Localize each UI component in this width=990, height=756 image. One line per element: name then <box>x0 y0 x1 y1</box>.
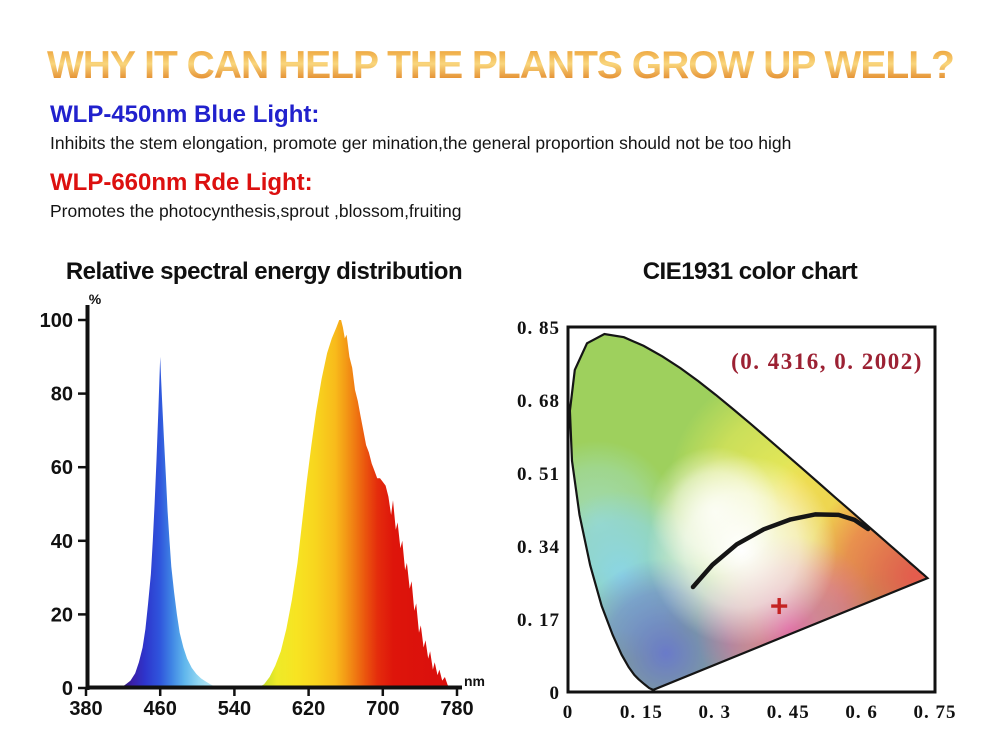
y-tick-label: 100 <box>40 310 73 332</box>
x-tick-label: 380 <box>69 698 102 720</box>
cie-x-tick-label: 0. 75 <box>914 702 957 723</box>
x-tick-label: 540 <box>218 698 251 720</box>
x-tick-label: 780 <box>440 698 473 720</box>
red-light-heading: WLP-660nm Rde Light: <box>50 169 313 196</box>
cie-y-tick-label: 0. 68 <box>517 391 560 412</box>
x-tick-label: 700 <box>366 698 399 720</box>
x-axis-unit-label: nm <box>464 673 485 689</box>
x-tick-label: 620 <box>292 698 325 720</box>
red-light-description: Promotes the photocynthesis,sprout ,blos… <box>50 201 462 221</box>
cie-x-tick-label: 0. 45 <box>767 702 810 723</box>
y-tick-label: 60 <box>51 457 73 479</box>
cie-y-tick-label: 0. 34 <box>517 537 560 558</box>
cie-y-tick-label: 0. 85 <box>517 318 560 339</box>
cie-y-tick-label: 0 <box>550 683 561 704</box>
cie-y-tick-label: 0. 17 <box>517 610 560 631</box>
x-tick-label: 460 <box>144 698 177 720</box>
y-axis-unit-label: % <box>89 291 102 307</box>
cie-chart-title: CIE1931 color chart <box>642 258 858 285</box>
chromaticity-point-marker <box>771 598 788 615</box>
red-led-660nm-spectrum-peak <box>257 320 452 688</box>
chromaticity-annotation: (0. 4316, 0. 2002) <box>731 349 923 374</box>
cie-x-tick-label: 0. 3 <box>699 702 732 723</box>
y-tick-label: 0 <box>62 678 73 700</box>
y-tick-label: 40 <box>51 531 73 553</box>
y-tick-label: 80 <box>51 384 73 406</box>
blue-light-description: Inhibits the stem elongation, promote ge… <box>50 133 792 153</box>
cie-x-tick-label: 0 <box>563 702 574 723</box>
blue-led-450nm-spectrum-peak <box>120 356 219 688</box>
page-title: WHY IT CAN HELP THE PLANTS GROW UP WELL? <box>47 44 955 87</box>
blue-light-heading: WLP-450nm Blue Light: <box>50 101 320 128</box>
cie1931-chart: (0. 4316, 0. 2002) 0. 85 0. 68 0. 51 0. 34 0.… <box>517 318 957 723</box>
cie-x-tick-label: 0. 6 <box>845 702 878 723</box>
spectral-chart-title: Relative spectral energy distribution <box>65 258 463 285</box>
y-tick-label: 20 <box>51 604 73 626</box>
cie-spectral-locus-outline <box>568 332 930 692</box>
planckian-locus-curve <box>690 512 871 590</box>
cie-x-tick-label: 0. 15 <box>620 702 663 723</box>
cie-y-tick-label: 0. 51 <box>517 464 560 485</box>
